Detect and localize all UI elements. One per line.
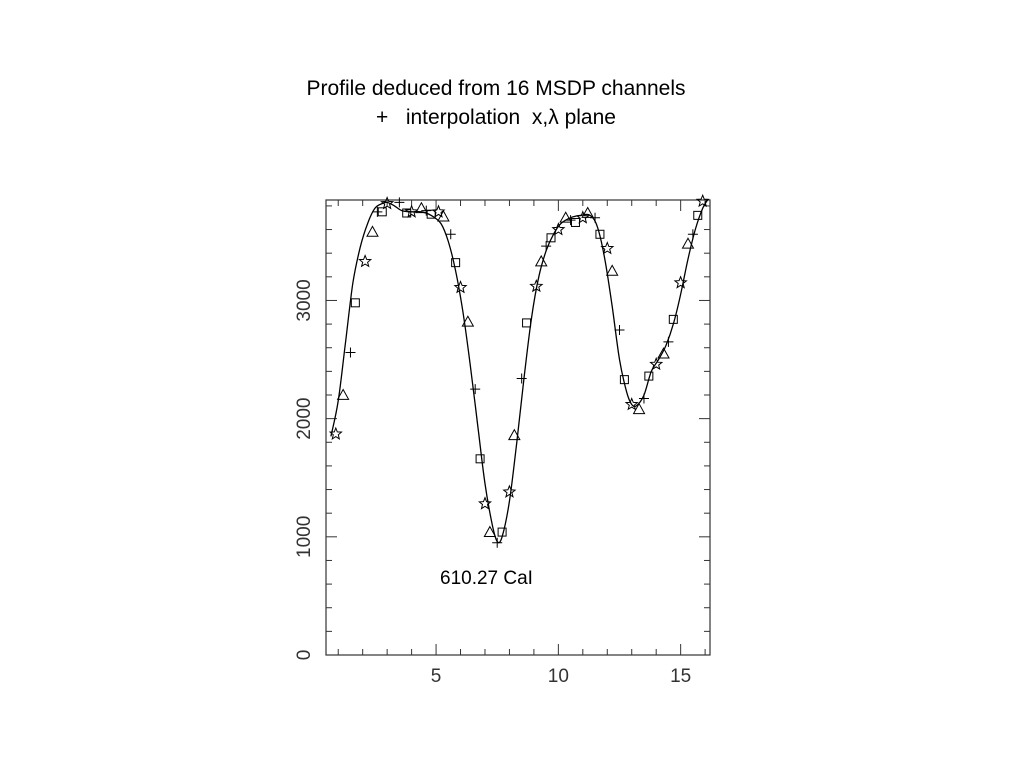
x-tick-label: 10 (548, 666, 569, 687)
plus-marker (541, 241, 552, 252)
star-marker (649, 356, 664, 371)
plus-marker (516, 373, 527, 384)
star-marker (695, 193, 710, 208)
triangle-marker (415, 201, 428, 214)
chart-subtitle-line-2: + interpolation x,λ plane (376, 106, 616, 129)
square-marker (451, 258, 461, 268)
square-marker (668, 314, 678, 324)
plus-marker (663, 336, 674, 347)
star-marker (624, 397, 639, 411)
plus-marker (445, 229, 456, 240)
plus-marker (492, 537, 503, 548)
y-tick-label: 3000 (294, 279, 315, 321)
triangle-marker (559, 211, 573, 223)
star-marker (431, 204, 446, 218)
plot-ticks (326, 200, 710, 656)
square-marker (595, 229, 605, 239)
square-marker (546, 233, 556, 243)
line-annotation: 610.27 CaI (440, 568, 533, 589)
plot-frame (325, 199, 711, 656)
x-tick-label: 15 (670, 666, 691, 687)
triangle-marker (336, 388, 350, 400)
star-marker (453, 280, 468, 294)
profile-line (330, 199, 709, 544)
star-marker (529, 278, 544, 293)
square-marker (693, 210, 703, 220)
plot-axes (325, 199, 711, 656)
triangle-marker (632, 402, 646, 415)
chart-title-line-1: Profile deduced from 16 MSDP channels (306, 77, 686, 100)
plus-marker (345, 347, 356, 358)
plus-marker (590, 212, 601, 223)
triangle-marker (681, 237, 695, 249)
square-marker (497, 527, 507, 537)
x-tick-label: 5 (431, 666, 442, 687)
triangle-marker (507, 428, 521, 441)
star-marker (673, 275, 688, 289)
triangle-marker (483, 525, 497, 537)
profile-curve (330, 199, 709, 544)
plus-marker (687, 229, 698, 240)
plus-marker (614, 325, 625, 335)
square-marker (619, 375, 629, 385)
star-marker (358, 254, 373, 268)
triangle-marker (437, 210, 450, 222)
star-marker (478, 496, 492, 510)
star-marker (328, 426, 343, 441)
square-marker (522, 318, 532, 328)
plus-marker (470, 384, 481, 395)
triangle-marker (461, 315, 475, 327)
triangle-marker (534, 254, 548, 267)
star-marker (600, 241, 615, 255)
star-marker (380, 196, 395, 210)
triangle-marker (581, 206, 595, 218)
plus-marker (565, 215, 576, 226)
triangle-marker (605, 264, 619, 276)
square-marker (402, 208, 412, 218)
chart-title: Profile deduced from 16 MSDP channels + … (0, 74, 992, 132)
triangle-marker (657, 347, 670, 359)
plus-marker (372, 206, 383, 217)
square-marker (475, 454, 485, 464)
y-tick-label: 2000 (294, 397, 315, 439)
square-marker (570, 217, 580, 227)
star-marker (404, 204, 419, 218)
square-marker (644, 371, 654, 381)
star-marker (551, 222, 566, 236)
triangle-marker (366, 225, 379, 237)
plus-marker (638, 393, 649, 404)
star-marker (502, 484, 517, 498)
y-tick-label: 1000 (294, 516, 315, 558)
star-marker (575, 210, 590, 224)
plus-marker (421, 205, 432, 216)
plot-tick-labels: 5 10 15 0 1000 2000 3000 (294, 279, 691, 687)
plus-marker (394, 197, 405, 208)
profile-markers (328, 193, 710, 548)
y-tick-label: 0 (294, 650, 315, 661)
square-marker (350, 298, 360, 308)
